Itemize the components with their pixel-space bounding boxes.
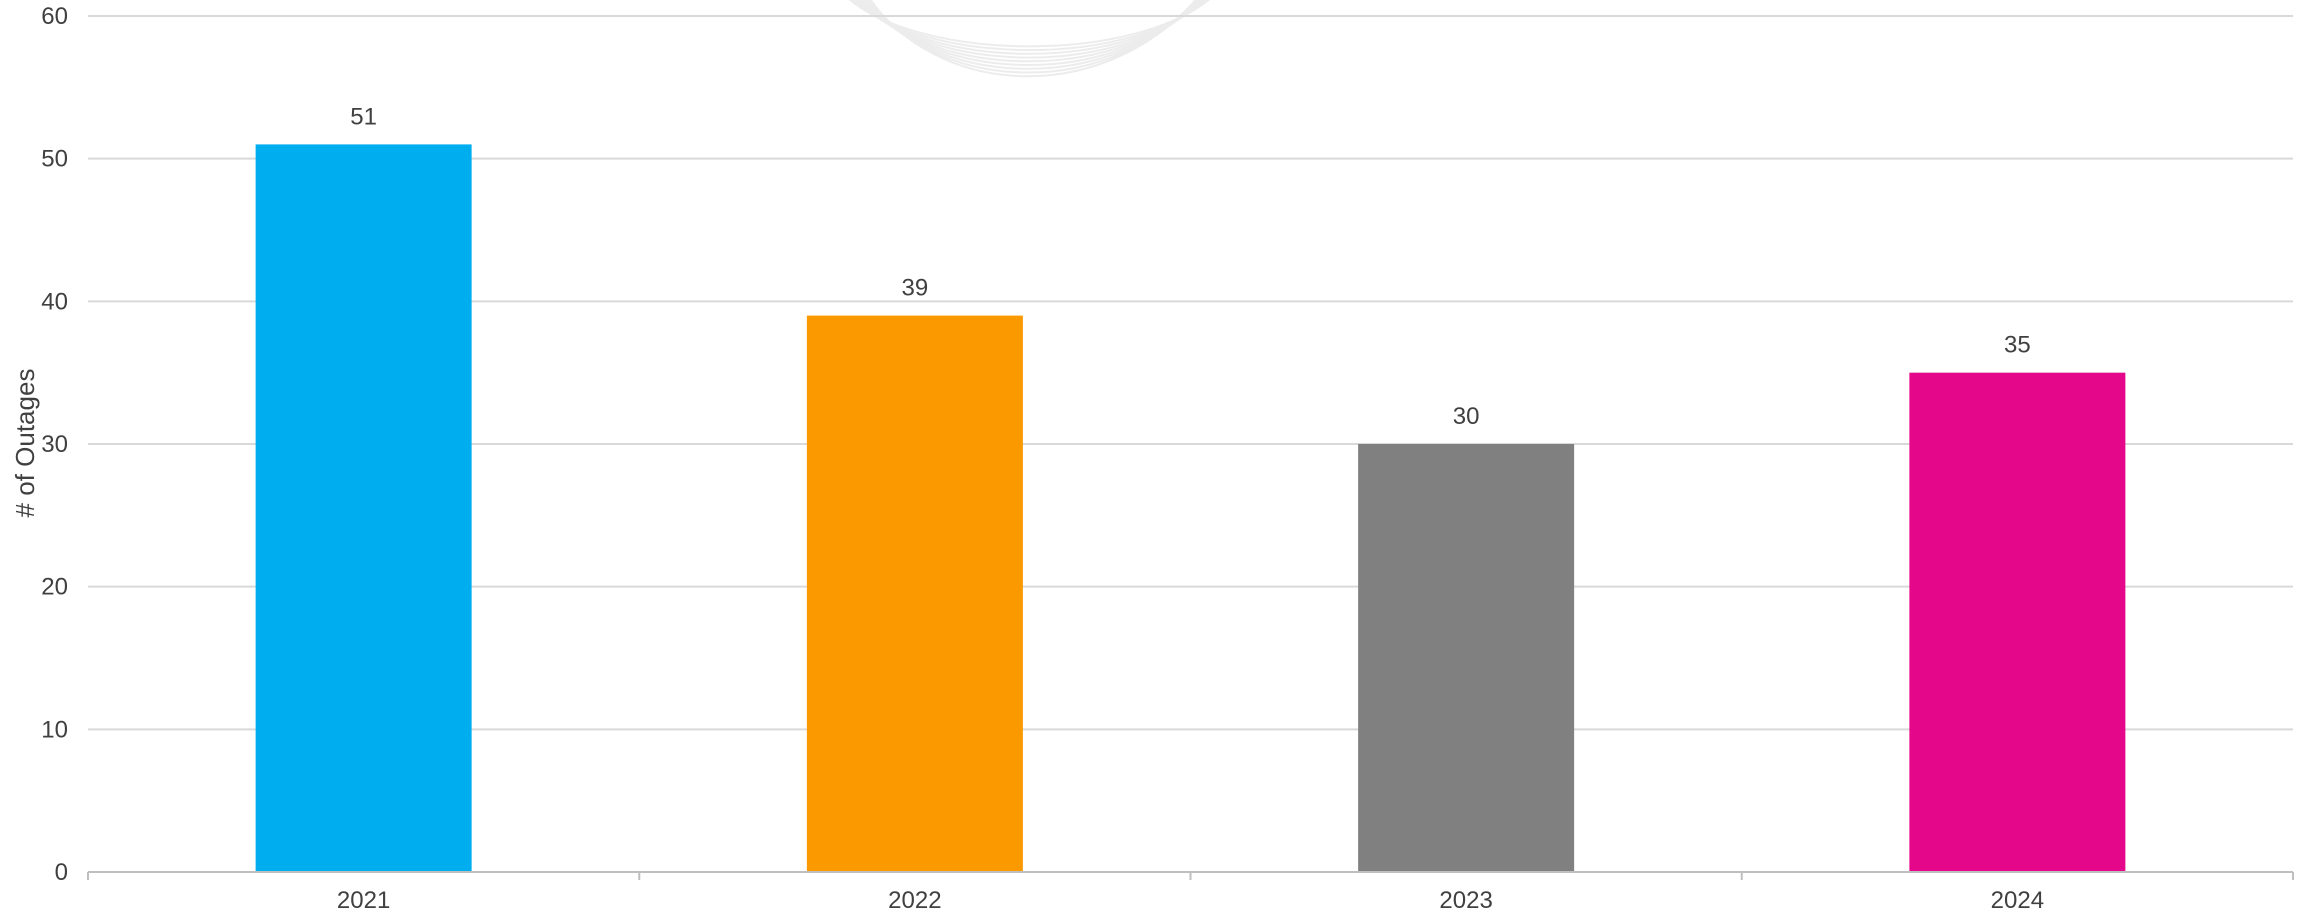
x-tick-label: 2024 bbox=[1991, 887, 2044, 914]
y-tick-label: 60 bbox=[41, 3, 68, 30]
swirl-line bbox=[848, 0, 1211, 48]
data-label-2022: 39 bbox=[902, 275, 929, 302]
data-labels: 51 39 30 35 bbox=[350, 103, 2030, 430]
data-label-2024: 35 bbox=[2004, 332, 2031, 359]
y-axis-title: # of Outages bbox=[10, 369, 40, 518]
y-tick-label: 10 bbox=[41, 716, 68, 743]
swirl-line bbox=[869, 0, 1197, 78]
bar-2024 bbox=[1909, 372, 2126, 872]
x-axis-ticks bbox=[87, 872, 2294, 880]
bars bbox=[255, 144, 2126, 873]
x-tick-label: 2022 bbox=[888, 887, 941, 914]
bar-2021 bbox=[255, 144, 472, 872]
x-tick-label: 2021 bbox=[337, 887, 390, 914]
x-tick-label: 2023 bbox=[1439, 887, 1492, 914]
x-axis-labels: 2021 2022 2023 2024 bbox=[337, 887, 2044, 914]
y-tick-label: 30 bbox=[41, 431, 68, 458]
y-axis-ticks: 0 10 20 30 40 50 60 bbox=[41, 3, 68, 886]
background-swirl-decoration bbox=[848, 0, 1211, 78]
data-label-2023: 30 bbox=[1453, 403, 1480, 430]
y-tick-label: 40 bbox=[41, 288, 68, 315]
y-tick-label: 50 bbox=[41, 146, 68, 173]
bar-2022 bbox=[806, 315, 1023, 873]
data-label-2021: 51 bbox=[350, 103, 377, 130]
y-tick-label: 0 bbox=[55, 859, 68, 886]
y-tick-label: 20 bbox=[41, 574, 68, 601]
bar-2023 bbox=[1358, 444, 1575, 872]
